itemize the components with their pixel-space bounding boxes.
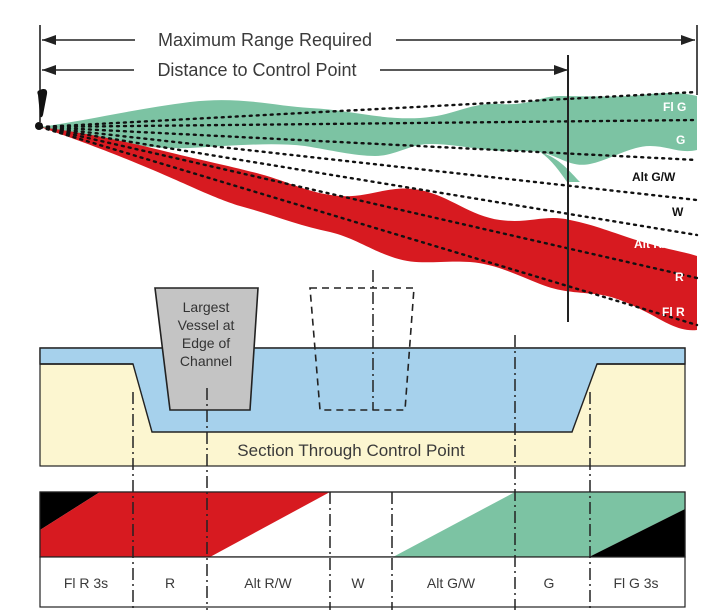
- band-label-fl-g-3s: Fl G 3s: [613, 575, 658, 591]
- band-label-alt-rw: Alt R/W: [244, 575, 292, 591]
- vessel-outline-dashed: [309, 287, 415, 411]
- green-sector: [40, 92, 697, 182]
- band-label-fl-r-3s: Fl R 3s: [64, 575, 108, 591]
- band-green: [393, 492, 685, 557]
- light-source-icon: [35, 89, 48, 130]
- band-label-bar: [39, 556, 686, 608]
- band-label-r: R: [165, 575, 175, 591]
- sector-boundaries: [38, 90, 699, 327]
- band-label-g: G: [544, 575, 555, 591]
- band-label-w: W: [351, 575, 365, 591]
- largest-vessel: Largest Vessel at Edge of Channel: [154, 287, 259, 411]
- vessel-label-line-1: Largest: [183, 299, 230, 315]
- range-dimensions: [39, 25, 698, 122]
- vessel-label-line-3: Edge of: [182, 335, 230, 351]
- section-label: Section Through Control Point: [237, 441, 465, 460]
- max-range-label: Maximum Range Required: [158, 30, 372, 50]
- band-black-right: [589, 509, 685, 557]
- division-lines: [132, 270, 591, 610]
- control-distance-label: Distance to Control Point: [157, 60, 356, 80]
- sector-label-alt-rw: Alt R/W: [634, 237, 677, 251]
- color-band: [39, 491, 686, 558]
- vessel-label-line-2: Vessel at: [178, 317, 235, 333]
- sector-label-fl-g: Fl G: [663, 100, 686, 114]
- sector-label-w: W: [672, 205, 684, 219]
- sector-label-alt-gw: Alt G/W: [632, 170, 676, 184]
- band-red: [40, 492, 330, 557]
- sector-label-r: R: [675, 270, 684, 284]
- band-label-alt-gw: Alt G/W: [427, 575, 476, 591]
- red-sector: [40, 127, 697, 331]
- sector-label-fl-r: Fl R: [662, 305, 685, 319]
- sector-label-g: G: [676, 133, 685, 147]
- vessel-label-line-4: Channel: [180, 353, 232, 369]
